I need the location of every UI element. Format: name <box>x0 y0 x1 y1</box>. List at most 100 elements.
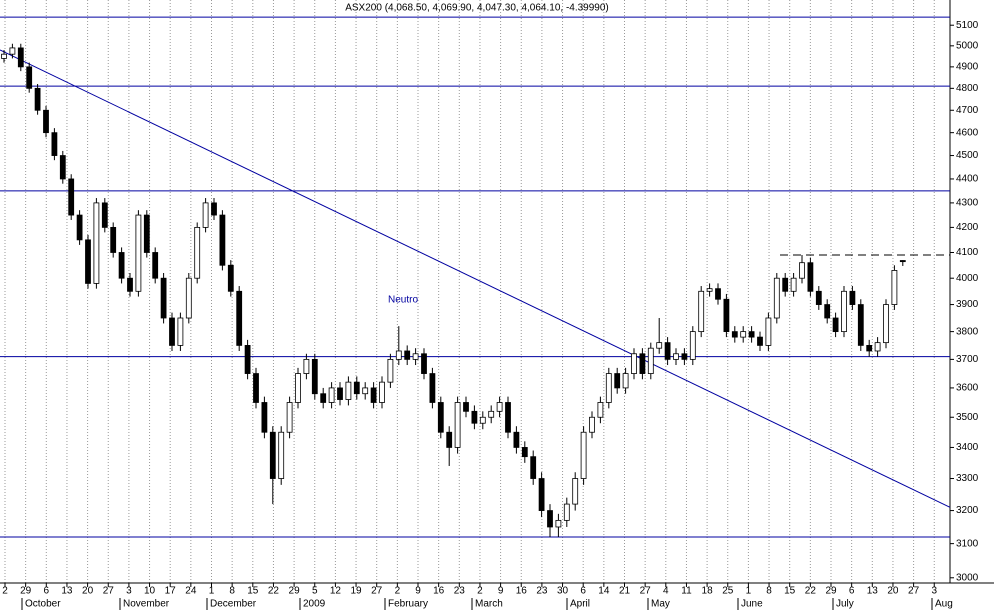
x-tick-label: 27 <box>103 586 115 597</box>
candle-body <box>841 290 847 333</box>
candle-body <box>110 226 117 253</box>
x-tick-label: 2 <box>2 586 8 597</box>
candle-body <box>639 353 646 374</box>
candle-body <box>689 331 696 360</box>
candle-body <box>815 290 822 305</box>
candle-body <box>337 387 343 400</box>
candle-body <box>740 331 747 338</box>
y-tick-label: 4900 <box>956 62 979 73</box>
candle-body <box>202 202 209 228</box>
x-tick-label: 6 <box>849 586 855 597</box>
x-tick-label: 25 <box>722 586 734 597</box>
candle-body <box>899 260 906 263</box>
candle-body <box>76 214 83 241</box>
candle-body <box>521 447 528 458</box>
month-label: December <box>210 599 257 610</box>
x-tick-label: 8 <box>229 586 235 597</box>
y-tick-label: 3200 <box>956 505 979 516</box>
candle-body <box>799 262 805 279</box>
y-tick-label: 3000 <box>956 572 979 583</box>
candle-body <box>446 431 453 448</box>
candle-body <box>597 402 604 418</box>
candle-body <box>883 304 889 344</box>
candle-body <box>185 277 192 319</box>
x-tick-label: 4 <box>663 586 669 597</box>
x-tick-label: 20 <box>82 586 94 597</box>
x-tick-label: 23 <box>454 586 466 597</box>
x-tick-label: 3 <box>126 586 132 597</box>
candle-body <box>857 304 864 346</box>
candle-body <box>563 503 570 521</box>
candle-body <box>236 290 243 346</box>
month-label: June <box>741 599 763 610</box>
y-tick-label: 3300 <box>956 473 979 484</box>
candle-body <box>605 373 612 403</box>
candle-body <box>622 373 629 389</box>
month-label: February <box>388 599 428 610</box>
candle-body <box>85 239 91 284</box>
candle-body <box>647 347 654 374</box>
x-tick-label: 16 <box>516 586 528 597</box>
candle-body <box>9 47 16 55</box>
candle-body <box>479 416 486 424</box>
candle-body <box>530 456 537 479</box>
x-tick-label: 16 <box>433 586 445 597</box>
x-tick-label: 9 <box>415 586 421 597</box>
candle-body <box>471 410 478 424</box>
candle-body <box>1 53 7 59</box>
candle-body <box>757 336 763 346</box>
candle-body <box>614 373 621 389</box>
y-tick-label: 4500 <box>956 150 979 161</box>
x-tick-label: 12 <box>330 586 342 597</box>
x-tick-label: 13 <box>61 586 73 597</box>
candle-body <box>698 290 705 333</box>
candle-body <box>320 393 327 403</box>
candle-body <box>765 317 772 346</box>
x-tick-label: 19 <box>350 586 362 597</box>
y-tick-label: 4200 <box>956 222 979 233</box>
month-label: October <box>25 599 61 610</box>
candle-body <box>538 478 545 511</box>
x-tick-label: 1 <box>746 586 752 597</box>
candle-body <box>261 402 268 433</box>
candle-body <box>631 353 637 374</box>
x-tick-label: 11 <box>681 586 692 597</box>
candle-body <box>295 373 301 403</box>
candle-body <box>454 402 461 448</box>
x-tick-label: 24 <box>185 586 197 597</box>
candle-body <box>303 358 310 374</box>
candle-body <box>345 381 352 400</box>
trend-line <box>0 49 951 508</box>
x-tick-label: 15 <box>247 586 259 597</box>
candle-body <box>51 132 58 156</box>
x-tick-label: 29 <box>825 586 837 597</box>
month-label: March <box>475 599 503 610</box>
candle-body <box>715 288 721 300</box>
x-tick-label: 22 <box>268 586 280 597</box>
candle-body <box>143 214 150 253</box>
x-tick-label: 14 <box>598 586 610 597</box>
x-tick-label: 29 <box>20 586 32 597</box>
y-tick-label: 3100 <box>956 538 979 549</box>
y-tick-label: 4000 <box>956 273 979 284</box>
x-tick-label: 10 <box>144 586 156 597</box>
candle-body <box>824 304 831 319</box>
candle-body <box>370 387 377 403</box>
candle-body <box>34 87 41 111</box>
candle-body <box>118 252 125 279</box>
y-tick-label: 3900 <box>956 299 979 310</box>
candle-body <box>832 317 839 333</box>
candle-body <box>152 252 159 279</box>
candle-body <box>807 262 814 292</box>
candle-body <box>488 410 495 418</box>
candle-body <box>589 416 595 433</box>
candle-body <box>101 202 108 228</box>
candle-body <box>706 288 713 292</box>
candle-body <box>748 331 755 338</box>
x-tick-label: 1 <box>209 586 215 597</box>
month-label: May <box>651 599 670 610</box>
candle-body <box>227 264 234 292</box>
x-tick-label: 27 <box>640 586 652 597</box>
month-label: April <box>570 599 590 610</box>
